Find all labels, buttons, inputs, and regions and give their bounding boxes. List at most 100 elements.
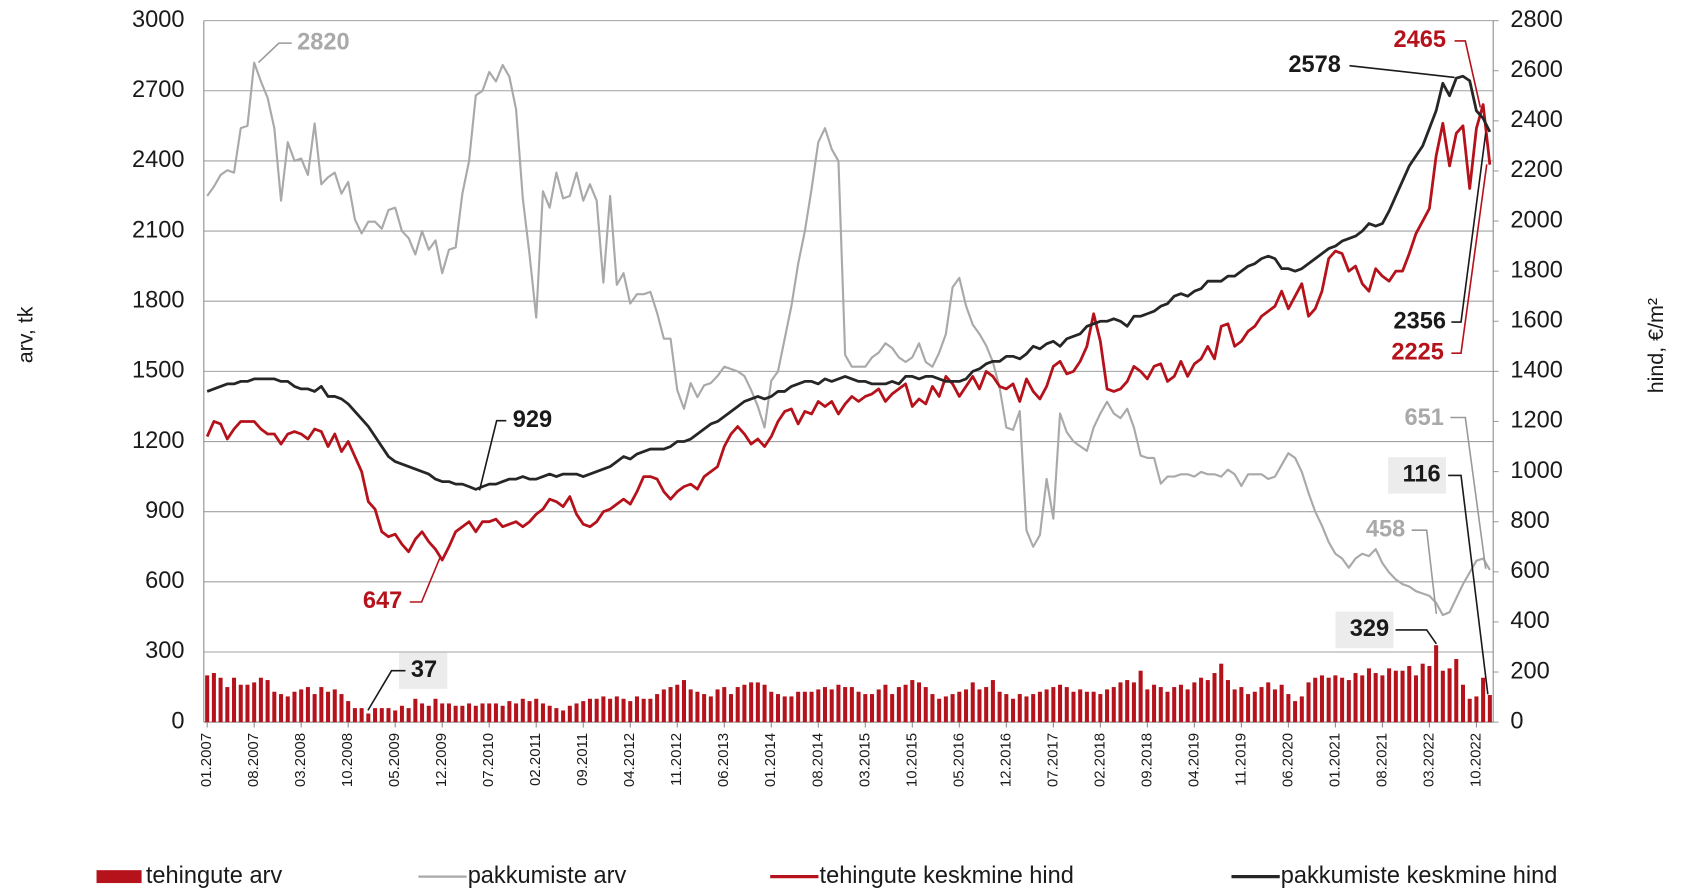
- bar: [359, 708, 364, 723]
- bar: [420, 703, 425, 723]
- bar: [708, 696, 713, 723]
- bar: [950, 694, 955, 723]
- y2-tick-label: 1400: [1510, 357, 1562, 383]
- bar: [211, 673, 216, 723]
- bar: [1031, 694, 1036, 723]
- bar: [1333, 675, 1338, 723]
- bar: [903, 684, 908, 723]
- bar: [749, 682, 754, 723]
- bar: [970, 682, 975, 723]
- bar: [547, 705, 552, 723]
- bar: [581, 701, 586, 723]
- bar: [1481, 677, 1486, 723]
- x-tick-label: 06.2020: [1279, 733, 1296, 787]
- x-tick-label: 03.2022: [1420, 733, 1437, 787]
- bar: [728, 694, 734, 723]
- bar: [937, 698, 942, 723]
- bar: [816, 689, 821, 723]
- bar: [957, 691, 962, 723]
- bar: [312, 694, 317, 723]
- bar: [514, 703, 519, 723]
- bar: [990, 680, 995, 723]
- bar: [601, 696, 606, 723]
- bar: [1017, 694, 1022, 723]
- bar: [1098, 694, 1103, 723]
- bar: [440, 703, 445, 723]
- bar: [1037, 691, 1042, 723]
- bar: [742, 684, 747, 723]
- bar: [856, 691, 861, 723]
- bar: [869, 694, 875, 723]
- y2-tick-label: 1600: [1510, 306, 1562, 332]
- bar: [507, 701, 512, 723]
- bar: [1373, 673, 1378, 723]
- x-tick-label: 03.2008: [292, 733, 309, 787]
- bar: [1440, 670, 1445, 723]
- leader-line: [1450, 416, 1487, 569]
- bar: [876, 689, 881, 723]
- y-tick-label: 2400: [132, 146, 184, 172]
- bar: [1165, 691, 1170, 723]
- bar: [520, 698, 525, 723]
- bar: [493, 703, 498, 723]
- bar: [1272, 689, 1277, 723]
- line: [206, 74, 1492, 491]
- bar: [930, 694, 935, 723]
- bar: [406, 708, 411, 723]
- bar: [668, 687, 673, 723]
- bar: [822, 687, 828, 723]
- bar: [1111, 687, 1116, 723]
- bar: [1266, 682, 1271, 723]
- y2-axis-title: hind, €/m²: [1644, 298, 1668, 393]
- y-tick-label: 1500: [132, 357, 184, 383]
- y2-tick-label: 2600: [1510, 56, 1562, 82]
- bar: [332, 689, 337, 723]
- y2-tick-label: 2200: [1510, 156, 1562, 182]
- bar: [1004, 694, 1009, 723]
- annotation: 37: [411, 656, 437, 682]
- line: [205, 103, 1492, 562]
- leader-line: [1451, 164, 1488, 354]
- bar: [648, 698, 653, 723]
- y-tick-label: 2100: [132, 216, 184, 242]
- bar: [802, 691, 807, 723]
- bar: [1131, 682, 1136, 723]
- annotation-box: [1335, 611, 1394, 649]
- bar: [1360, 675, 1365, 723]
- bar: [540, 703, 545, 723]
- bar: [923, 687, 928, 723]
- bar: [1447, 668, 1452, 723]
- bar: [1058, 684, 1063, 723]
- bar: [1400, 670, 1405, 723]
- bar: [487, 703, 492, 723]
- bar: [621, 698, 626, 723]
- bar: [587, 698, 592, 723]
- bar: [1259, 687, 1264, 723]
- bar: [446, 703, 451, 723]
- bar: [1413, 675, 1418, 723]
- bar: [467, 703, 472, 723]
- bar: [782, 696, 787, 723]
- bar: [943, 696, 948, 723]
- bar: [1279, 684, 1284, 723]
- bar: [715, 689, 720, 723]
- bar: [1387, 668, 1392, 723]
- bar: [252, 682, 257, 723]
- x-tick-label: 07.2010: [480, 733, 497, 787]
- x-tick-label: 09.2018: [1138, 733, 1155, 787]
- annotation: 929: [513, 406, 552, 432]
- bar: [1239, 687, 1244, 723]
- bar: [608, 698, 613, 723]
- leader-line: [1411, 529, 1438, 614]
- bar: [735, 687, 740, 723]
- bar: [386, 708, 391, 723]
- x-tick-label: 09.2011: [574, 733, 591, 786]
- bar: [460, 705, 465, 723]
- x-tick-label: 02.2018: [1091, 733, 1108, 787]
- x-tick-label: 01.2014: [762, 733, 779, 787]
- bar: [1185, 689, 1190, 723]
- bar: [272, 691, 277, 723]
- bar: [245, 684, 250, 723]
- x-tick-label: 01.2007: [198, 733, 215, 787]
- bar: [1205, 680, 1210, 723]
